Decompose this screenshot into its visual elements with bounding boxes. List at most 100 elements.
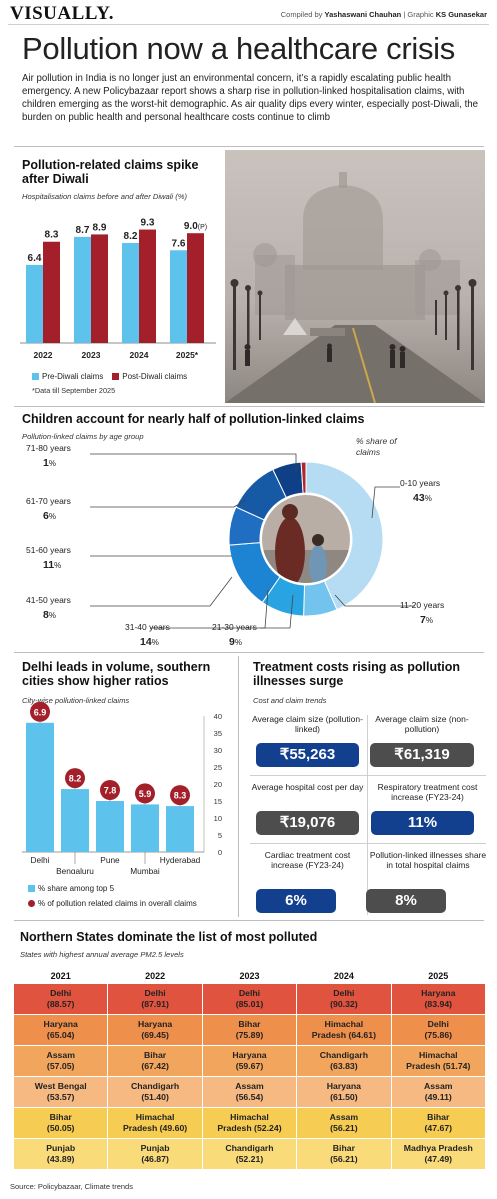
age-group-label: 41-50 years [26, 595, 71, 605]
state-name: Chandigarh [225, 1142, 274, 1153]
cost-value-cardiac: 6% [256, 889, 336, 913]
state-name: Himachal [230, 1111, 269, 1122]
y-tick-label: 5 [218, 831, 222, 840]
state-name: Haryana [43, 1018, 78, 1029]
age-chart-title: Children account for nearly half of poll… [22, 412, 365, 426]
city-ratio-dot [100, 780, 120, 800]
city-label: Pune [100, 855, 120, 865]
divider [367, 715, 368, 915]
pm25-value: (75.86) [424, 1029, 453, 1040]
state-cell: Assam (56.21) [296, 1106, 392, 1139]
city-ratio-value: 8.3 [174, 791, 187, 801]
intro-paragraph: Air pollution in India is no longer just… [22, 73, 479, 123]
city-ratio-dot [170, 785, 190, 806]
pre-diwali-bar [74, 236, 91, 343]
state-cell: Himachal Pradesh (52.24) [201, 1106, 298, 1139]
state-cell: Bihar (75.89) [201, 1013, 298, 1046]
age-group-label: 71-80 years [26, 443, 71, 453]
pm25-value: Pradesh (51.74) [406, 1060, 471, 1071]
post-diwali-bar [91, 234, 108, 343]
city-share-bar [96, 801, 124, 852]
percent-sign: % [54, 561, 61, 570]
table-row: West Bengal (53.57) Chandigarh (51.40) Assam… [12, 1075, 487, 1108]
pm25-value: (57.05) [46, 1060, 75, 1071]
pm25-value: Pradesh (52.24) [217, 1122, 282, 1133]
state-name: Delhi [427, 1018, 449, 1029]
state-name: Delhi [333, 987, 355, 998]
state-cell: Haryana (61.50) [296, 1075, 392, 1108]
age-donut-chart: 0-10 years 43% 11-20 years 7% 21-30 years 9% 3… [26, 443, 444, 648]
state-name: Bihar [332, 1142, 355, 1153]
city-label: Bengaluru [56, 866, 94, 874]
pm25-value: (51.40) [141, 1091, 169, 1102]
pm25-value: Pradesh (49.60) [122, 1122, 188, 1133]
cost-label-pollution-claim: Average claim size (pollution-linked) [252, 714, 363, 734]
compiled-by-name: Yashaswani Chauhan [324, 10, 402, 19]
city-chart-subtitle: City-wise pollution-linked claims [22, 696, 130, 705]
y-tick-label: 25 [214, 763, 222, 772]
age-chart-subtitle: Pollution-linked claims by age group [22, 432, 144, 441]
post-diwali-legend-label: Post-Diwali claims [122, 372, 188, 381]
pm25-value: (52.21) [235, 1153, 264, 1164]
pre-diwali-bar [170, 250, 187, 343]
state-cell: Delhi (87.91) [107, 982, 203, 1015]
state-name: Haryana [137, 1018, 173, 1029]
state-name: Haryana [232, 1049, 267, 1060]
state-name: Himachal [135, 1111, 175, 1122]
state-cell: Himachal Pradesh (49.60) [107, 1106, 203, 1139]
table-row: Bihar (50.05) Himachal Pradesh (49.60) Himac… [12, 1106, 487, 1139]
pm25-value: (63.83) [330, 1060, 358, 1071]
state-cell: Bihar (56.21) [296, 1137, 392, 1170]
state-name: Bihar [49, 1111, 72, 1122]
city-ratio-value: 5.9 [139, 789, 152, 799]
state-name: Himachal [324, 1018, 364, 1029]
brand-logo: VISUALLY. [10, 3, 114, 24]
diwali-footnote: *Data till September 2025 [32, 386, 116, 395]
year-column-header: 2022 [145, 970, 166, 981]
city-ratio-value: 6.9 [34, 707, 47, 717]
state-name: Madhya Pradesh [403, 1142, 473, 1153]
city-ratio-dot [135, 783, 155, 804]
state-cell: Delhi (88.57) [12, 982, 109, 1015]
state-cell: Bihar (67.42) [107, 1044, 203, 1077]
city-bars [26, 722, 194, 852]
pre-diwali-value: 6.4 [28, 253, 42, 264]
post-diwali-bar [139, 229, 156, 343]
city-label: Delhi [31, 855, 50, 865]
state-name: Delhi [50, 987, 72, 998]
credits: Compiled by Yashaswani Chauhan | Graphic… [281, 10, 487, 19]
pre-diwali-legend-label: Pre-Diwali claims [42, 372, 104, 381]
diwali-labels: 6.4 8.3 2022 8.7 8.9 2023 8.29.3 2024 7.6 9.0(P) 2… [28, 218, 208, 360]
state-cell: Delhi (90.32) [296, 982, 392, 1015]
city-bar-chart: 0 5 10 15 20 25 30 35 40 6.9 8.2 7.8 5.9 8.3 Delhi Be… [22, 702, 222, 874]
state-name: Himachal [418, 1049, 458, 1060]
states-table-body: Delhi (88.57) Delhi (87.91) Delhi (85.01) Delh… [12, 982, 487, 1170]
donut-slice [305, 461, 384, 611]
pm25-value: (67.42) [141, 1060, 169, 1071]
age-group-label: 0-10 years [400, 478, 440, 488]
state-cell: Punjab (43.89) [12, 1137, 109, 1170]
age-group-share: 8% [43, 609, 56, 621]
table-row: Assam (57.05) Bihar (67.42) Haryana (59.67) Ch… [12, 1044, 487, 1077]
state-name: Assam [46, 1049, 75, 1060]
state-cell: Chandigarh (63.83) [296, 1044, 392, 1077]
cost-label-cardiac: Cardiac treatment cost increase (FY23-24… [264, 850, 351, 870]
city-dots: 6.9 8.2 7.8 5.9 8.3 [30, 702, 190, 807]
post-diwali-value: 9.3 [141, 218, 155, 229]
post-diwali-value: 8.9 [93, 222, 107, 233]
post-diwali-swatch [112, 373, 120, 381]
y-tick-label: 15 [214, 797, 222, 806]
share-legend-label: % share among top 5 [38, 884, 115, 893]
y-tick-label: 20 [214, 780, 222, 789]
post-diwali-value: 8.3 [45, 230, 59, 241]
state-cell: Haryana (69.45) [107, 1013, 203, 1046]
cost-label-respiratory: Respiratory treatment cost increase (FY2… [377, 782, 478, 802]
state-cell: Himachal Pradesh (64.61) [296, 1013, 392, 1046]
age-group-label: 11-20 years [400, 600, 444, 610]
state-name: Bihar [427, 1111, 450, 1122]
year-label: 2022 [34, 350, 53, 360]
state-cell: Madhya Pradesh (47.49) [390, 1137, 487, 1170]
pm25-value: (50.05) [46, 1122, 75, 1133]
state-cell: Bihar (47.67) [390, 1106, 487, 1139]
state-cell: Chandigarh (52.21) [201, 1137, 298, 1170]
